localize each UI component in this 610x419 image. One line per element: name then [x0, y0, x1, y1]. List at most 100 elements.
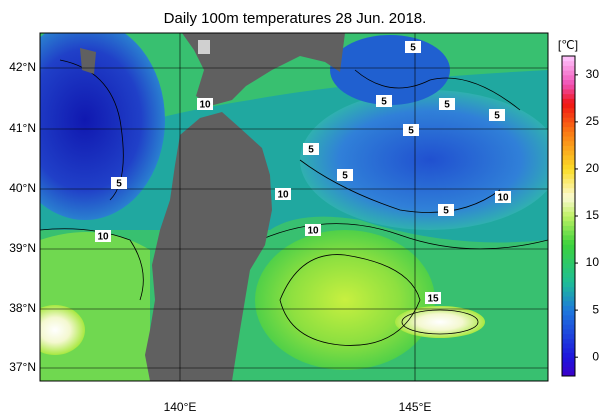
- colorbar-segment: [562, 253, 575, 259]
- colorbar-tick-label: 0: [592, 349, 599, 363]
- colorbar-segment: [562, 225, 575, 231]
- land: [182, 33, 345, 106]
- hot-water: [40, 305, 85, 355]
- contour-label: 5: [408, 126, 414, 137]
- map-area: [40, 33, 548, 381]
- colorbar-segment: [562, 319, 575, 325]
- colorbar-segment: [562, 88, 575, 95]
- colorbar-segment: [562, 206, 575, 212]
- land: [145, 112, 272, 381]
- contour-label-bg: [275, 188, 291, 200]
- colorbar-segment: [562, 173, 575, 179]
- lat-label: 37°N: [9, 360, 36, 374]
- colorbar-segment: [562, 145, 575, 151]
- cool-water: [300, 90, 548, 230]
- colorbar-segment: [562, 371, 575, 377]
- colorbar-segment: [562, 296, 575, 302]
- contour-label-bg: [489, 109, 505, 121]
- colorbar-segment: [562, 201, 575, 208]
- contour-label-bg: [337, 169, 353, 181]
- colorbar-segment: [562, 248, 575, 255]
- colorbar-tick-label: 10: [586, 255, 600, 269]
- colorbar-segment: [562, 131, 575, 137]
- contour-label-bg: [376, 95, 392, 107]
- colorbar: 30 25 20 15 10 5 0: [561, 55, 600, 377]
- contour-label: 15: [427, 294, 439, 305]
- colorbar-segment: [562, 65, 575, 71]
- colorbar-segment: [562, 291, 575, 297]
- colorbar-segment: [562, 60, 575, 66]
- colorbar-segment: [562, 136, 575, 142]
- lat-label: 42°N: [9, 60, 36, 74]
- colorbar-segment: [562, 56, 575, 62]
- title: Daily 100m temperatures 28 Jun. 2018.: [164, 10, 427, 27]
- lat-label: 39°N: [9, 241, 36, 255]
- colorbar-segment: [562, 192, 575, 198]
- colorbar-segment: [562, 220, 575, 226]
- colorbar-segment: [562, 305, 575, 311]
- colorbar-segment: [562, 126, 575, 132]
- colorbar-segment: [562, 263, 575, 269]
- contour: [259, 223, 548, 250]
- contour-labels: 5 10 5 5 5 5 5 5 5 5 10 10 10 10 15: [95, 41, 511, 305]
- colorbar-segment: [562, 324, 575, 330]
- warm-water: [255, 230, 435, 370]
- colorbar-segment: [562, 154, 575, 161]
- colorbar-segment: [562, 197, 575, 203]
- colorbar-segment: [562, 310, 575, 316]
- colorbar-segment: [562, 159, 575, 165]
- colorbar-segment: [562, 150, 575, 156]
- cold-water: [40, 33, 165, 220]
- contour-label-bg: [425, 292, 441, 304]
- contour-label-bg: [305, 224, 321, 236]
- contour-label: 10: [307, 226, 319, 237]
- colorbar-tick-label: 25: [586, 114, 600, 128]
- lat-label: 41°N: [9, 121, 36, 135]
- colorbar-segment: [562, 112, 575, 118]
- contour: [401, 309, 479, 335]
- colorbar-tick-label: 20: [586, 161, 600, 175]
- contour-label: 5: [342, 171, 348, 182]
- contour-label: 5: [410, 43, 416, 54]
- contour-label-bg: [403, 124, 419, 136]
- colorbar-segment: [562, 98, 575, 104]
- colorbar-segment: [562, 352, 575, 358]
- coast-mask: [198, 40, 210, 54]
- colorbar-segment: [562, 338, 575, 344]
- contour-label-bg: [95, 230, 111, 242]
- contour-label-bg: [197, 98, 213, 110]
- colorbar-segment: [562, 366, 575, 372]
- colorbar-segment: [562, 361, 575, 368]
- colorbar-segment: [562, 277, 575, 283]
- colorbar-segment: [562, 272, 575, 278]
- colorbar-tick-label: 5: [592, 302, 599, 316]
- colorbar-segment: [562, 211, 575, 217]
- contour-label: 10: [277, 190, 289, 201]
- lon-label: 145°E: [399, 400, 432, 414]
- island: [80, 48, 96, 74]
- lon-label: 140°E: [164, 400, 197, 414]
- colorbar-segment: [562, 281, 575, 288]
- contour-label-bg: [111, 177, 127, 189]
- colorbar-segment: [562, 357, 575, 363]
- map-frame: [39, 32, 549, 382]
- contour: [299, 159, 501, 213]
- contour: [40, 228, 144, 301]
- colorbar-segment: [562, 79, 575, 85]
- colorbar-segment: [562, 168, 575, 175]
- colorbar-tick-label: 15: [586, 208, 600, 222]
- contour-label-bg: [495, 191, 511, 203]
- colorbar-segment: [562, 244, 575, 250]
- colorbar-segment: [562, 74, 575, 81]
- contour-label-bg: [439, 98, 455, 110]
- contour-label: 10: [199, 100, 211, 111]
- contour-label: 5: [116, 179, 122, 190]
- colorbar-segment: [562, 93, 575, 99]
- colorbar-segment: [562, 107, 575, 113]
- colorbar-segment: [562, 300, 575, 306]
- contour-label: 5: [381, 97, 387, 108]
- contour-label: 5: [494, 111, 500, 122]
- contour-label-bg: [303, 143, 319, 155]
- colorbar-segment: [562, 183, 575, 189]
- colorbar-segment: [562, 103, 575, 109]
